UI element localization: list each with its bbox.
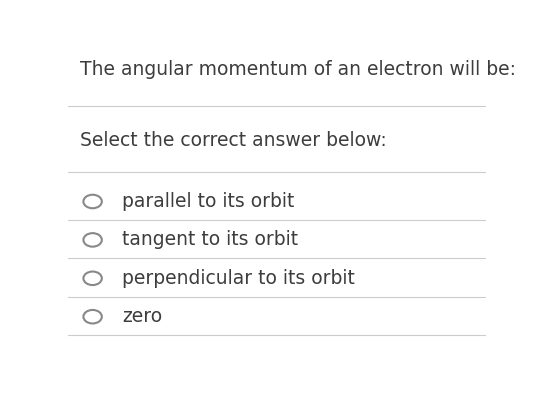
Text: The angular momentum of an electron will be:: The angular momentum of an electron will…: [80, 60, 516, 79]
Text: Select the correct answer below:: Select the correct answer below:: [80, 130, 387, 150]
Text: parallel to its orbit: parallel to its orbit: [122, 192, 294, 211]
Text: tangent to its orbit: tangent to its orbit: [122, 230, 298, 249]
Text: perpendicular to its orbit: perpendicular to its orbit: [122, 269, 355, 288]
Text: zero: zero: [122, 307, 162, 326]
